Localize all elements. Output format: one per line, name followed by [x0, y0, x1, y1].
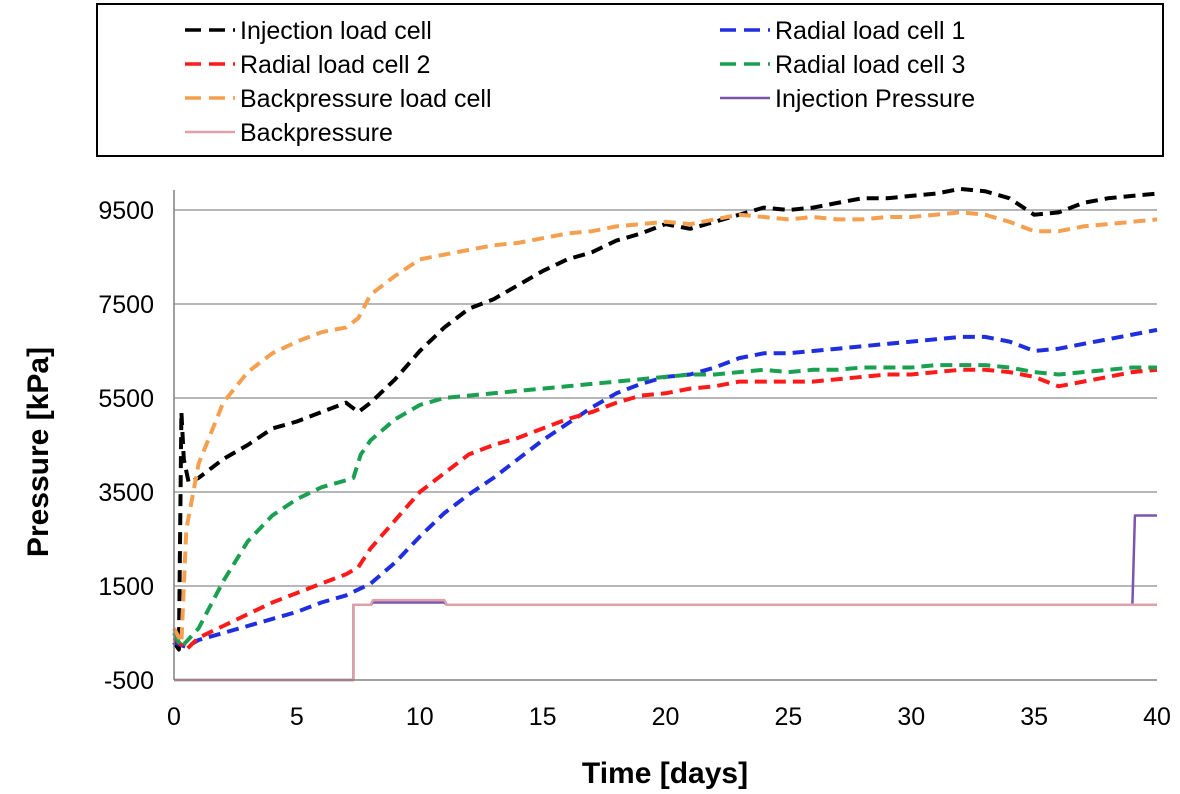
y-tick-label: 3500	[98, 479, 154, 507]
series-line	[172, 363, 1157, 650]
y-tick-labels: -500 1500 3500 5500 7500 9500	[98, 197, 154, 695]
x-tick-label: 20	[652, 703, 680, 731]
series-line	[172, 186, 1158, 652]
x-tick-label: 0	[167, 703, 181, 731]
legend-label: Radial load cell 1	[775, 17, 965, 45]
x-tick-label: 25	[774, 703, 802, 731]
x-tick-label: 30	[897, 703, 925, 731]
x-tick-labels: 0 5 10 15 20 25 30 35 40	[167, 703, 1171, 731]
legend-box	[96, 3, 1164, 157]
y-tick-label: 5500	[98, 385, 154, 413]
series-line	[172, 367, 1158, 652]
legend-label: Backpressure load cell	[240, 85, 492, 113]
y-tick-label: 7500	[98, 291, 154, 319]
gridlines	[174, 209, 1157, 587]
y-axis-title: Pressure [kPa]	[22, 347, 55, 557]
series-line	[174, 514, 1157, 682]
y-tick-label: -500	[104, 667, 154, 695]
legend-label: Injection load cell	[240, 17, 432, 45]
x-tick-label: 40	[1143, 703, 1171, 731]
x-tick-label: 15	[529, 703, 557, 731]
y-tick-label: 1500	[98, 573, 154, 601]
x-tick-label: 35	[1020, 703, 1048, 731]
legend-label: Radial load cell 2	[240, 51, 430, 79]
series-line	[174, 598, 1157, 682]
legend: Injection load cell Radial load cell 1 Rad…	[96, 3, 1164, 157]
x-tick-label: 5	[290, 703, 304, 731]
x-tick-label: 10	[406, 703, 434, 731]
plot-lines	[172, 186, 1158, 682]
series-line	[173, 327, 1158, 650]
legend-label: Injection Pressure	[775, 85, 975, 113]
series-line	[172, 210, 1158, 645]
legend-label: Radial load cell 3	[775, 51, 965, 79]
legend-label: Backpressure	[240, 119, 393, 147]
x-axis-title: Time [days]	[582, 757, 748, 790]
y-tick-label: 9500	[98, 197, 154, 225]
